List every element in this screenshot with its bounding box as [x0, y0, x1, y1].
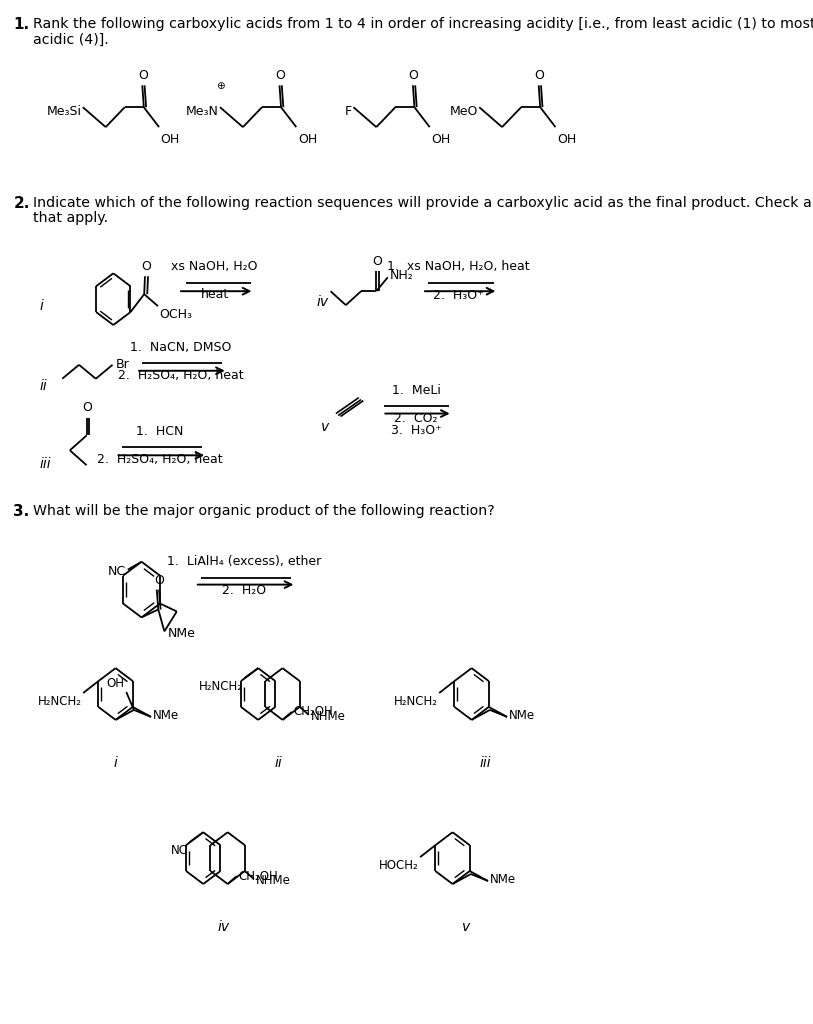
Text: 3.: 3.	[14, 504, 30, 519]
Text: 2.  H₂O: 2. H₂O	[222, 584, 266, 597]
Text: ii: ii	[275, 756, 283, 770]
Text: Me₃N: Me₃N	[185, 104, 219, 118]
Text: v: v	[462, 920, 471, 934]
Text: heat: heat	[201, 288, 228, 301]
Text: NMe: NMe	[490, 873, 516, 886]
Text: NH₂: NH₂	[389, 268, 413, 282]
Text: 1.  MeLi: 1. MeLi	[392, 384, 441, 396]
Text: ii: ii	[39, 379, 47, 393]
Text: O: O	[372, 255, 382, 268]
Text: O: O	[82, 400, 93, 414]
Text: 2.  H₂SO₄, H₂O, heat: 2. H₂SO₄, H₂O, heat	[97, 454, 223, 466]
Text: iii: iii	[39, 458, 51, 471]
Text: i: i	[39, 299, 43, 313]
Text: O: O	[141, 260, 151, 273]
Text: HOCH₂: HOCH₂	[379, 859, 419, 872]
Text: NMe: NMe	[154, 709, 180, 722]
Text: 1.  xs NaOH, H₂O, heat: 1. xs NaOH, H₂O, heat	[387, 260, 530, 273]
Text: v: v	[321, 421, 330, 434]
Text: OH: OH	[557, 133, 576, 146]
Text: 2.  CO₂: 2. CO₂	[394, 412, 437, 425]
Text: 1.: 1.	[14, 16, 29, 32]
Text: iv: iv	[218, 920, 230, 934]
Text: H₂NCH₂: H₂NCH₂	[199, 680, 243, 693]
Text: F: F	[345, 104, 352, 118]
Text: acidic (4)].: acidic (4)].	[33, 33, 109, 47]
Text: NHMe: NHMe	[311, 711, 346, 723]
Text: H₂NCH₂: H₂NCH₂	[393, 695, 437, 708]
Text: OH: OH	[161, 133, 180, 146]
Text: O: O	[138, 70, 148, 82]
Text: O: O	[534, 70, 545, 82]
Text: 2.  H₃O⁺: 2. H₃O⁺	[433, 289, 484, 302]
Text: 1.  HCN: 1. HCN	[136, 425, 184, 438]
Text: NC: NC	[108, 565, 126, 579]
Text: iv: iv	[317, 295, 329, 309]
Text: What will be the major organic product of the following reaction?: What will be the major organic product o…	[33, 504, 495, 518]
Text: NHMe: NHMe	[255, 874, 290, 888]
Text: OH: OH	[431, 133, 450, 146]
Text: OH: OH	[298, 133, 317, 146]
Text: Indicate which of the following reaction sequences will provide a carboxylic aci: Indicate which of the following reaction…	[33, 196, 813, 210]
Text: NC: NC	[171, 844, 188, 857]
Text: 1.  NaCN, DMSO: 1. NaCN, DMSO	[130, 341, 231, 354]
Text: 1.  LiAlH₄ (excess), ether: 1. LiAlH₄ (excess), ether	[167, 555, 321, 567]
Text: OH: OH	[107, 677, 124, 690]
Text: NMe: NMe	[167, 627, 195, 640]
Text: H₂NCH₂: H₂NCH₂	[37, 695, 81, 708]
Text: MeO: MeO	[450, 104, 478, 118]
Text: i: i	[114, 756, 118, 770]
Text: CH₂OH: CH₂OH	[238, 869, 278, 883]
Text: OCH₃: OCH₃	[159, 308, 193, 322]
Text: 3.  H₃O⁺: 3. H₃O⁺	[390, 425, 441, 437]
Text: NMe: NMe	[510, 709, 536, 722]
Text: CH₂OH: CH₂OH	[293, 706, 333, 719]
Text: xs NaOH, H₂O: xs NaOH, H₂O	[172, 260, 258, 273]
Text: Rank the following carboxylic acids from 1 to 4 in order of increasing acidity [: Rank the following carboxylic acids from…	[33, 16, 813, 31]
Text: 2.: 2.	[14, 196, 30, 211]
Text: O: O	[276, 70, 285, 82]
Text: iii: iii	[480, 756, 491, 770]
Text: Me₃Si: Me₃Si	[46, 104, 81, 118]
Text: 2.  H₂SO₄, H₂O, heat: 2. H₂SO₄, H₂O, heat	[118, 369, 243, 382]
Text: that apply.: that apply.	[33, 211, 108, 224]
Text: Br: Br	[115, 358, 129, 372]
Text: O: O	[409, 70, 419, 82]
Text: ⊕: ⊕	[216, 81, 225, 91]
Text: O: O	[154, 573, 164, 587]
